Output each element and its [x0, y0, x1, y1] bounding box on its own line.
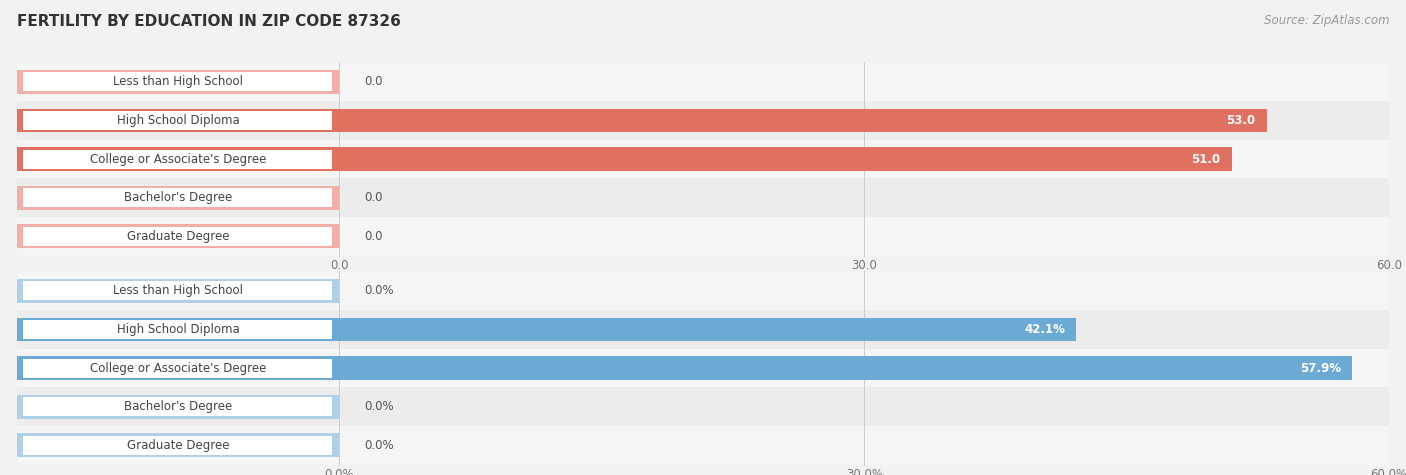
- Text: Graduate Degree: Graduate Degree: [127, 230, 229, 243]
- Text: 53.0: 53.0: [1226, 114, 1256, 127]
- Text: High School Diploma: High School Diploma: [117, 323, 239, 336]
- Text: High School Diploma: High School Diploma: [117, 114, 239, 127]
- Bar: [17, 108, 1267, 133]
- Text: 0.0: 0.0: [364, 191, 382, 204]
- Text: Bachelor's Degree: Bachelor's Degree: [124, 191, 232, 204]
- Bar: [17, 140, 1389, 179]
- Bar: [22, 188, 332, 208]
- Bar: [22, 436, 332, 455]
- Text: Bachelor's Degree: Bachelor's Degree: [124, 400, 232, 413]
- Bar: [22, 397, 332, 417]
- Text: 0.0%: 0.0%: [364, 439, 394, 452]
- Text: 42.1%: 42.1%: [1024, 323, 1064, 336]
- Bar: [17, 63, 1389, 101]
- Text: 0.0%: 0.0%: [364, 400, 394, 413]
- Bar: [17, 272, 1389, 310]
- Bar: [17, 186, 339, 210]
- Bar: [17, 356, 1353, 380]
- Text: 51.0: 51.0: [1191, 152, 1220, 166]
- Text: 0.0: 0.0: [364, 230, 382, 243]
- Bar: [22, 111, 332, 130]
- Bar: [17, 224, 339, 248]
- Text: College or Associate's Degree: College or Associate's Degree: [90, 361, 266, 375]
- Text: 57.9%: 57.9%: [1301, 361, 1341, 375]
- Text: Less than High School: Less than High School: [112, 285, 243, 297]
- Bar: [17, 426, 1389, 465]
- Bar: [17, 310, 1389, 349]
- Bar: [17, 317, 1076, 342]
- Text: 0.0: 0.0: [364, 76, 382, 88]
- Bar: [17, 279, 339, 303]
- Bar: [17, 101, 1389, 140]
- Bar: [22, 72, 332, 91]
- Text: FERTILITY BY EDUCATION IN ZIP CODE 87326: FERTILITY BY EDUCATION IN ZIP CODE 87326: [17, 14, 401, 29]
- Text: Less than High School: Less than High School: [112, 76, 243, 88]
- Bar: [17, 349, 1389, 388]
- Bar: [22, 281, 332, 300]
- Bar: [17, 217, 1389, 256]
- Text: Source: ZipAtlas.com: Source: ZipAtlas.com: [1264, 14, 1389, 27]
- Bar: [22, 359, 332, 378]
- Text: College or Associate's Degree: College or Associate's Degree: [90, 152, 266, 166]
- Bar: [17, 179, 1389, 217]
- Bar: [17, 395, 339, 419]
- Bar: [22, 320, 332, 339]
- Bar: [17, 388, 1389, 426]
- Bar: [17, 147, 1232, 171]
- Bar: [22, 227, 332, 246]
- Bar: [17, 433, 339, 457]
- Bar: [17, 70, 339, 94]
- Text: Graduate Degree: Graduate Degree: [127, 439, 229, 452]
- Bar: [22, 150, 332, 169]
- Text: 0.0%: 0.0%: [364, 285, 394, 297]
